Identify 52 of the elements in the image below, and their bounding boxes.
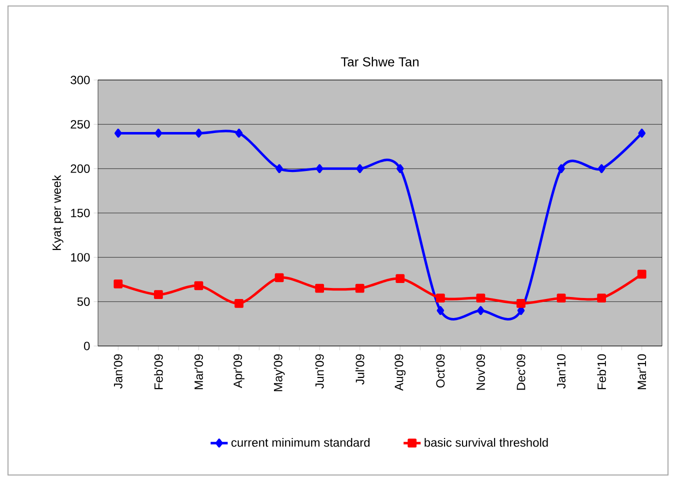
y-tick-label: 250 [70,120,90,129]
legend-label: current minimum standard [231,438,370,447]
point [556,294,566,303]
x-tick-label: Aug'09 [394,354,406,391]
x-tick-label: Mar'10 [638,354,646,390]
y-tick-label: 300 [70,76,90,84]
point [114,128,122,138]
x-tick-label: Jan'09 [114,354,122,389]
point [276,164,283,174]
y-tick-label: 150 [71,208,90,218]
x-tick-label: Oct'09 [436,354,445,388]
point [477,306,484,315]
point [195,128,202,138]
y-axis-title: Kyat per week [52,174,64,250]
point [355,284,364,293]
point [396,274,405,284]
x-tick-label: May'09 [274,354,285,392]
point [597,294,606,303]
legend-label: basic survival threshold [424,438,548,447]
point [274,273,284,282]
x-tick-label: Nov'09 [476,354,485,390]
x-tick-label: Feb'09 [154,354,163,390]
point [194,281,204,290]
x-tick-label: Jul'09 [355,354,364,385]
point [356,164,364,174]
point [154,128,162,138]
x-tick-label: Mar'09 [194,354,203,390]
y-tick-label: 0 [84,342,90,350]
x-tick-label: Apr'09 [234,354,244,388]
x-tick-label: Jun'09 [315,354,324,389]
point [516,298,526,308]
point [154,290,163,300]
x-tick-label: Jan'10 [557,354,566,389]
point [476,294,486,303]
chart-title: Tar Shwe Tan [340,56,419,66]
point [598,164,606,174]
point [235,128,243,138]
point [315,284,324,293]
point [396,164,404,174]
point [436,294,445,303]
y-tick-label: 200 [70,164,90,173]
point [638,128,646,138]
x-tick-label: Feb'10 [597,354,606,390]
point [637,270,646,279]
point [234,298,244,308]
x-tick-label: Dec'09 [516,354,526,390]
point [558,164,565,174]
point [114,279,123,288]
y-tick-label: 50 [77,297,90,306]
y-tick-label: 100 [71,253,90,262]
point [316,164,324,174]
point [436,306,444,315]
